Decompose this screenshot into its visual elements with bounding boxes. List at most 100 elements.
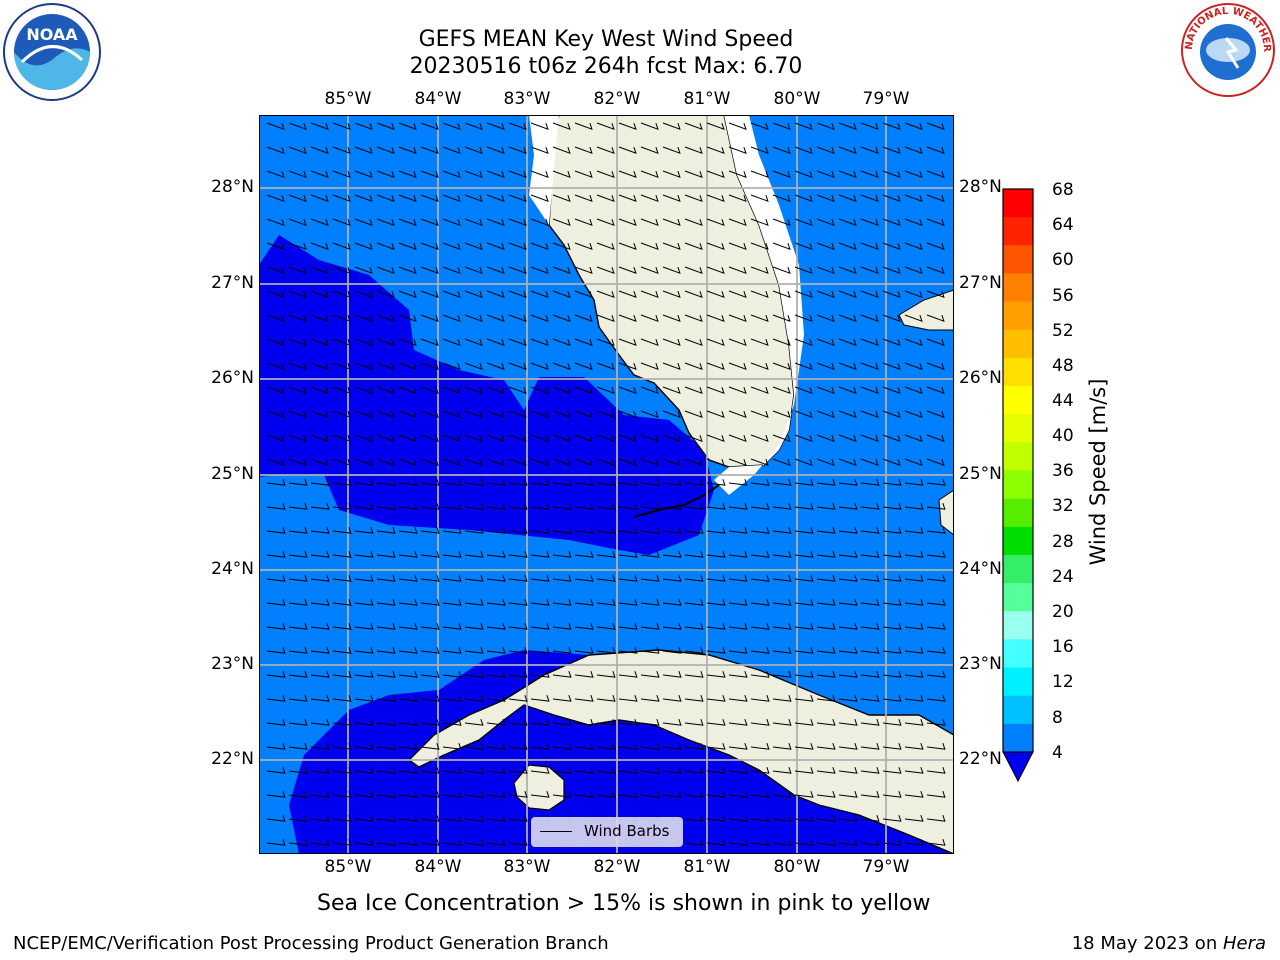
- wind-barb: [882, 646, 902, 654]
- wind-barb: [596, 622, 616, 630]
- wind-barb: [420, 458, 439, 466]
- wind-barb: [926, 694, 946, 702]
- wind-barb: [904, 242, 923, 250]
- wind-barb: [442, 646, 462, 654]
- wind-barb: [310, 838, 330, 846]
- wind-barb: [750, 290, 769, 298]
- wind-barb: [398, 478, 418, 486]
- wind-barb: [530, 434, 549, 442]
- wind-barb: [794, 838, 814, 846]
- wind-barb: [860, 550, 880, 558]
- wind-barb: [662, 170, 681, 178]
- wind-barb: [376, 386, 395, 394]
- lon-tick-top: 81°W: [683, 89, 731, 109]
- wind-barb: [486, 170, 505, 178]
- wind-barb: [486, 814, 506, 822]
- wind-barb: [596, 526, 616, 534]
- colorbar-tick: 28: [1052, 532, 1074, 552]
- wind-barb: [574, 622, 594, 630]
- wind-barb: [706, 622, 726, 630]
- wind-barb: [794, 434, 813, 442]
- wind-barb: [310, 670, 330, 678]
- wind-barb: [926, 122, 945, 130]
- wind-barb: [288, 550, 308, 558]
- wind-barb: [530, 622, 550, 630]
- wind-barb: [574, 122, 593, 130]
- wind-barb: [816, 670, 836, 678]
- wind-barb: [530, 386, 549, 394]
- wind-barb: [750, 526, 770, 534]
- wind-barb: [662, 598, 682, 606]
- wind-barb: [354, 478, 374, 486]
- wind-barb: [794, 622, 814, 630]
- wind-barb: [618, 766, 638, 774]
- wind-barb: [508, 478, 528, 486]
- wind-barb: [530, 194, 549, 202]
- wind-barb: [618, 598, 638, 606]
- wind-barb: [310, 550, 330, 558]
- wind-barb: [442, 122, 461, 130]
- wind-barb: [904, 646, 924, 654]
- wind-barb: [376, 478, 396, 486]
- wind-barb: [926, 838, 946, 846]
- wind-barb: [288, 574, 308, 582]
- wind-barb: [706, 646, 726, 654]
- wind-barb: [398, 194, 417, 202]
- wind-barb: [288, 598, 308, 606]
- wind-barb: [398, 266, 417, 274]
- wind-barb: [376, 338, 395, 346]
- wind-barb: [860, 170, 879, 178]
- wind-barb: [904, 218, 923, 226]
- wind-barb: [750, 646, 770, 654]
- wind-barb: [640, 646, 660, 654]
- wind-barb: [684, 598, 704, 606]
- wind-barb: [684, 814, 704, 822]
- wind-barb: [574, 502, 594, 510]
- wind-barb: [640, 622, 660, 630]
- wind-barb: [706, 146, 725, 154]
- wind-barb: [640, 550, 660, 558]
- wind-barb: [530, 718, 550, 726]
- wind-barb: [706, 194, 725, 202]
- wind-barb: [706, 502, 726, 510]
- wind-barb: [464, 386, 483, 394]
- wind-barb: [596, 290, 615, 298]
- wind-barb: [706, 362, 725, 370]
- wind-barb: [926, 170, 945, 178]
- wind-barb: [552, 526, 572, 534]
- wind-barb: [574, 362, 593, 370]
- wind-barb: [904, 338, 923, 346]
- wind-barb: [728, 434, 747, 442]
- wind-barb: [794, 122, 813, 130]
- wind-barb: [442, 410, 461, 418]
- wind-barb: [596, 146, 615, 154]
- wind-barb: [684, 742, 704, 750]
- wind-barb: [706, 434, 725, 442]
- wind-barb: [728, 266, 747, 274]
- wind-barb: [838, 314, 857, 322]
- wind-barb: [772, 386, 791, 394]
- wind-barb: [904, 526, 924, 534]
- wind-barb: [860, 146, 879, 154]
- wind-barb: [552, 766, 572, 774]
- wind-barb: [662, 122, 681, 130]
- wind-barb: [618, 218, 637, 226]
- wind-barb: [838, 526, 858, 534]
- wind-barb: [728, 502, 748, 510]
- wind-barb: [420, 598, 440, 606]
- wind-barb: [662, 478, 682, 486]
- wind-barb: [354, 694, 374, 702]
- wind-barb: [860, 502, 880, 510]
- wind-barb: [794, 218, 813, 226]
- wind-barb: [684, 694, 704, 702]
- wind-barb: [398, 146, 417, 154]
- wind-barb: [750, 242, 769, 250]
- wind-barb: [464, 526, 484, 534]
- wind-barb: [354, 670, 374, 678]
- colorbar-tick: 32: [1052, 496, 1074, 516]
- wind-barb: [442, 386, 461, 394]
- wind-barb: [838, 290, 857, 298]
- wind-barb: [728, 170, 747, 178]
- wind-barb: [772, 766, 792, 774]
- wind-barb: [398, 814, 418, 822]
